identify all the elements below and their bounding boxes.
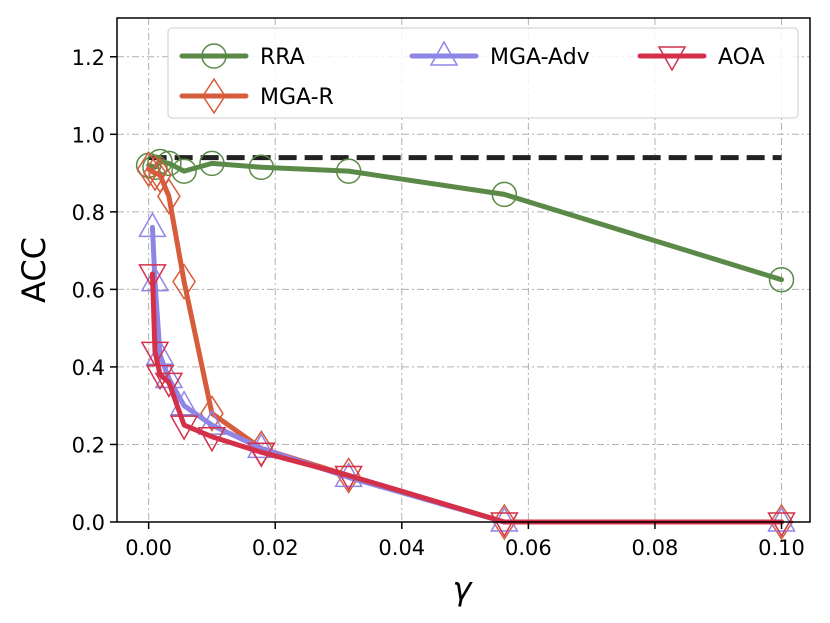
data-point-mga-r bbox=[143, 154, 167, 192]
series-group bbox=[135, 148, 796, 541]
data-point-aoa bbox=[140, 341, 170, 367]
legend-box bbox=[167, 27, 799, 119]
data-point-aoa bbox=[247, 442, 276, 468]
data-point-rra bbox=[491, 181, 518, 208]
legend-label-mga-adv: MGA-Adv bbox=[490, 45, 590, 70]
data-point-mga-r bbox=[157, 177, 181, 215]
legend: RRA MGA-R MGA-Adv AOA bbox=[167, 27, 799, 119]
data-point-aoa bbox=[138, 264, 167, 290]
x-tick-label: 0.04 bbox=[378, 536, 425, 560]
series-rra bbox=[135, 148, 795, 293]
data-point-aoa bbox=[490, 512, 519, 538]
x-tick-label: 0.06 bbox=[505, 536, 552, 560]
data-point-mga-adv bbox=[138, 211, 167, 238]
data-point-mga-r bbox=[172, 263, 196, 301]
series-line-mga-adv bbox=[149, 224, 785, 525]
data-point-aoa bbox=[169, 415, 199, 441]
series-aoa bbox=[138, 264, 796, 538]
x-tick-label: 0.00 bbox=[125, 536, 172, 560]
data-point-aoa bbox=[767, 512, 796, 538]
y-tick-label: 0.8 bbox=[72, 201, 105, 225]
legend-marker-aoa bbox=[657, 46, 687, 72]
series-mga-adv bbox=[138, 211, 796, 532]
legend-marker-mga-adv bbox=[429, 40, 459, 66]
data-point-rra bbox=[171, 158, 197, 184]
y-tick-label: 0.4 bbox=[72, 356, 105, 380]
y-axis-title: ACC bbox=[15, 237, 53, 303]
data-point-aoa bbox=[145, 364, 175, 391]
data-point-mga-r bbox=[336, 457, 361, 494]
data-point-mga-r bbox=[769, 503, 794, 541]
plot-frame bbox=[116, 17, 811, 523]
legend-marker-rra bbox=[201, 43, 227, 69]
data-point-aoa bbox=[334, 465, 363, 492]
data-point-mga-r bbox=[492, 503, 517, 541]
x-tick-label: 0.10 bbox=[758, 536, 805, 560]
legend-marker-mga-r bbox=[202, 77, 226, 115]
y-tick-label: 0.0 bbox=[72, 511, 105, 535]
data-point-rra bbox=[248, 154, 275, 181]
legend-label-rra: RRA bbox=[260, 45, 305, 70]
y-tick-label: 1.2 bbox=[72, 46, 105, 70]
legend-label-mga-r: MGA-R bbox=[260, 85, 334, 110]
y-tick-label: 0.6 bbox=[72, 278, 105, 302]
series-line-rra bbox=[146, 158, 785, 283]
axis-ticks: 0.00 0.02 0.04 0.06 0.08 0.10 0.0 0.2 0.4 0.6 0.8 1… bbox=[72, 46, 805, 560]
x-tick-label: 0.08 bbox=[632, 536, 679, 560]
legend-label-aoa: AOA bbox=[718, 45, 765, 70]
x-axis-title: γ bbox=[453, 570, 474, 608]
data-point-rra bbox=[335, 158, 362, 184]
x-tick-label: 0.02 bbox=[252, 536, 299, 560]
data-point-rra bbox=[768, 266, 795, 293]
series-line-mga-r bbox=[146, 166, 785, 525]
data-point-aoa bbox=[197, 426, 227, 453]
data-point-aoa bbox=[154, 372, 184, 398]
data-point-mga-adv bbox=[247, 432, 276, 459]
data-point-rra bbox=[199, 150, 225, 177]
series-line-aoa bbox=[149, 271, 785, 525]
data-point-mga-r bbox=[200, 395, 224, 432]
series-mga-r bbox=[136, 150, 794, 541]
y-tick-label: 1.0 bbox=[72, 123, 105, 147]
y-tick-label: 0.2 bbox=[72, 433, 105, 457]
